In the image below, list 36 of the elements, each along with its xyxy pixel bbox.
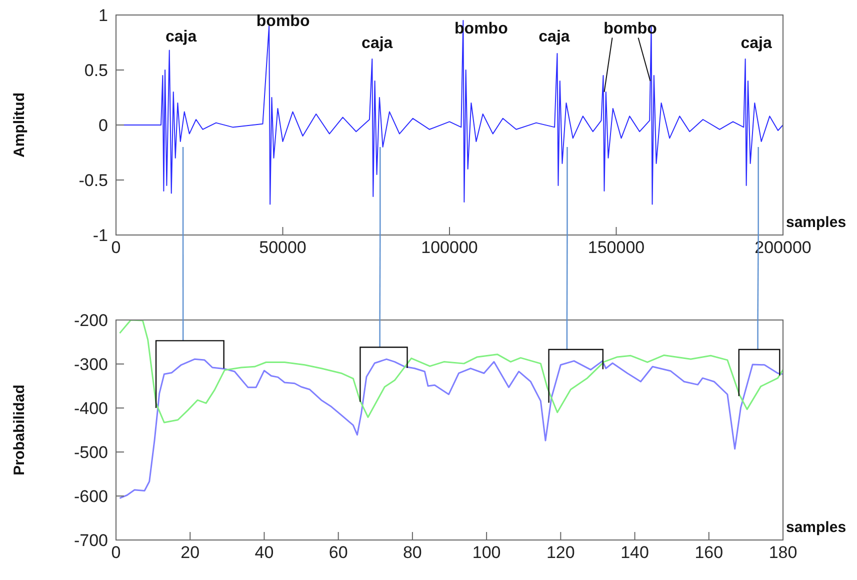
y-tick-label: 0 bbox=[98, 116, 108, 136]
x-tick-label: 140 bbox=[620, 543, 649, 562]
x-tick-label: 0 bbox=[111, 543, 121, 562]
x-tick-label: 50000 bbox=[259, 238, 306, 258]
y-tick-label: 1 bbox=[98, 6, 108, 26]
x-tick-label: 80 bbox=[402, 543, 422, 562]
annotation: caja bbox=[740, 35, 772, 52]
line-series bbox=[118, 358, 783, 499]
annotation: caja bbox=[165, 28, 197, 46]
y-tick-label: -300 bbox=[74, 355, 108, 374]
y-tick-label: -200 bbox=[74, 311, 108, 330]
x-tick-label: 160 bbox=[694, 543, 724, 562]
x-tick-label: 100 bbox=[472, 543, 501, 562]
x-axis-title: samples bbox=[786, 214, 846, 231]
annotation: caja bbox=[362, 35, 393, 52]
x-tick-label: 120 bbox=[546, 543, 575, 562]
x-tick-label: 60 bbox=[328, 543, 348, 562]
y-tick-label: -600 bbox=[74, 487, 108, 506]
x-tick-label: 150000 bbox=[588, 238, 645, 258]
y-tick-label: 0.5 bbox=[84, 61, 108, 80]
x-tick-label: 180 bbox=[768, 543, 798, 562]
line-series bbox=[118, 320, 783, 424]
y-axis-title: Probabilidad bbox=[11, 384, 28, 476]
y-tick-label: -500 bbox=[74, 443, 108, 462]
annotation: caja bbox=[538, 28, 570, 46]
x-tick-label: 100000 bbox=[421, 238, 478, 258]
y-tick-label: -700 bbox=[74, 531, 108, 550]
y-tick-label: -400 bbox=[74, 399, 108, 418]
y-axis-title: Amplitud bbox=[11, 92, 28, 158]
annotation: bombo bbox=[256, 13, 310, 30]
x-tick-label: 40 bbox=[254, 543, 274, 562]
x-tick-label: 20 bbox=[180, 543, 200, 562]
y-tick-label: -1 bbox=[92, 226, 108, 246]
x-tick-label: 0 bbox=[111, 238, 121, 258]
y-tick-label: -0.5 bbox=[78, 171, 108, 190]
x-axis-title: samples bbox=[786, 519, 846, 536]
